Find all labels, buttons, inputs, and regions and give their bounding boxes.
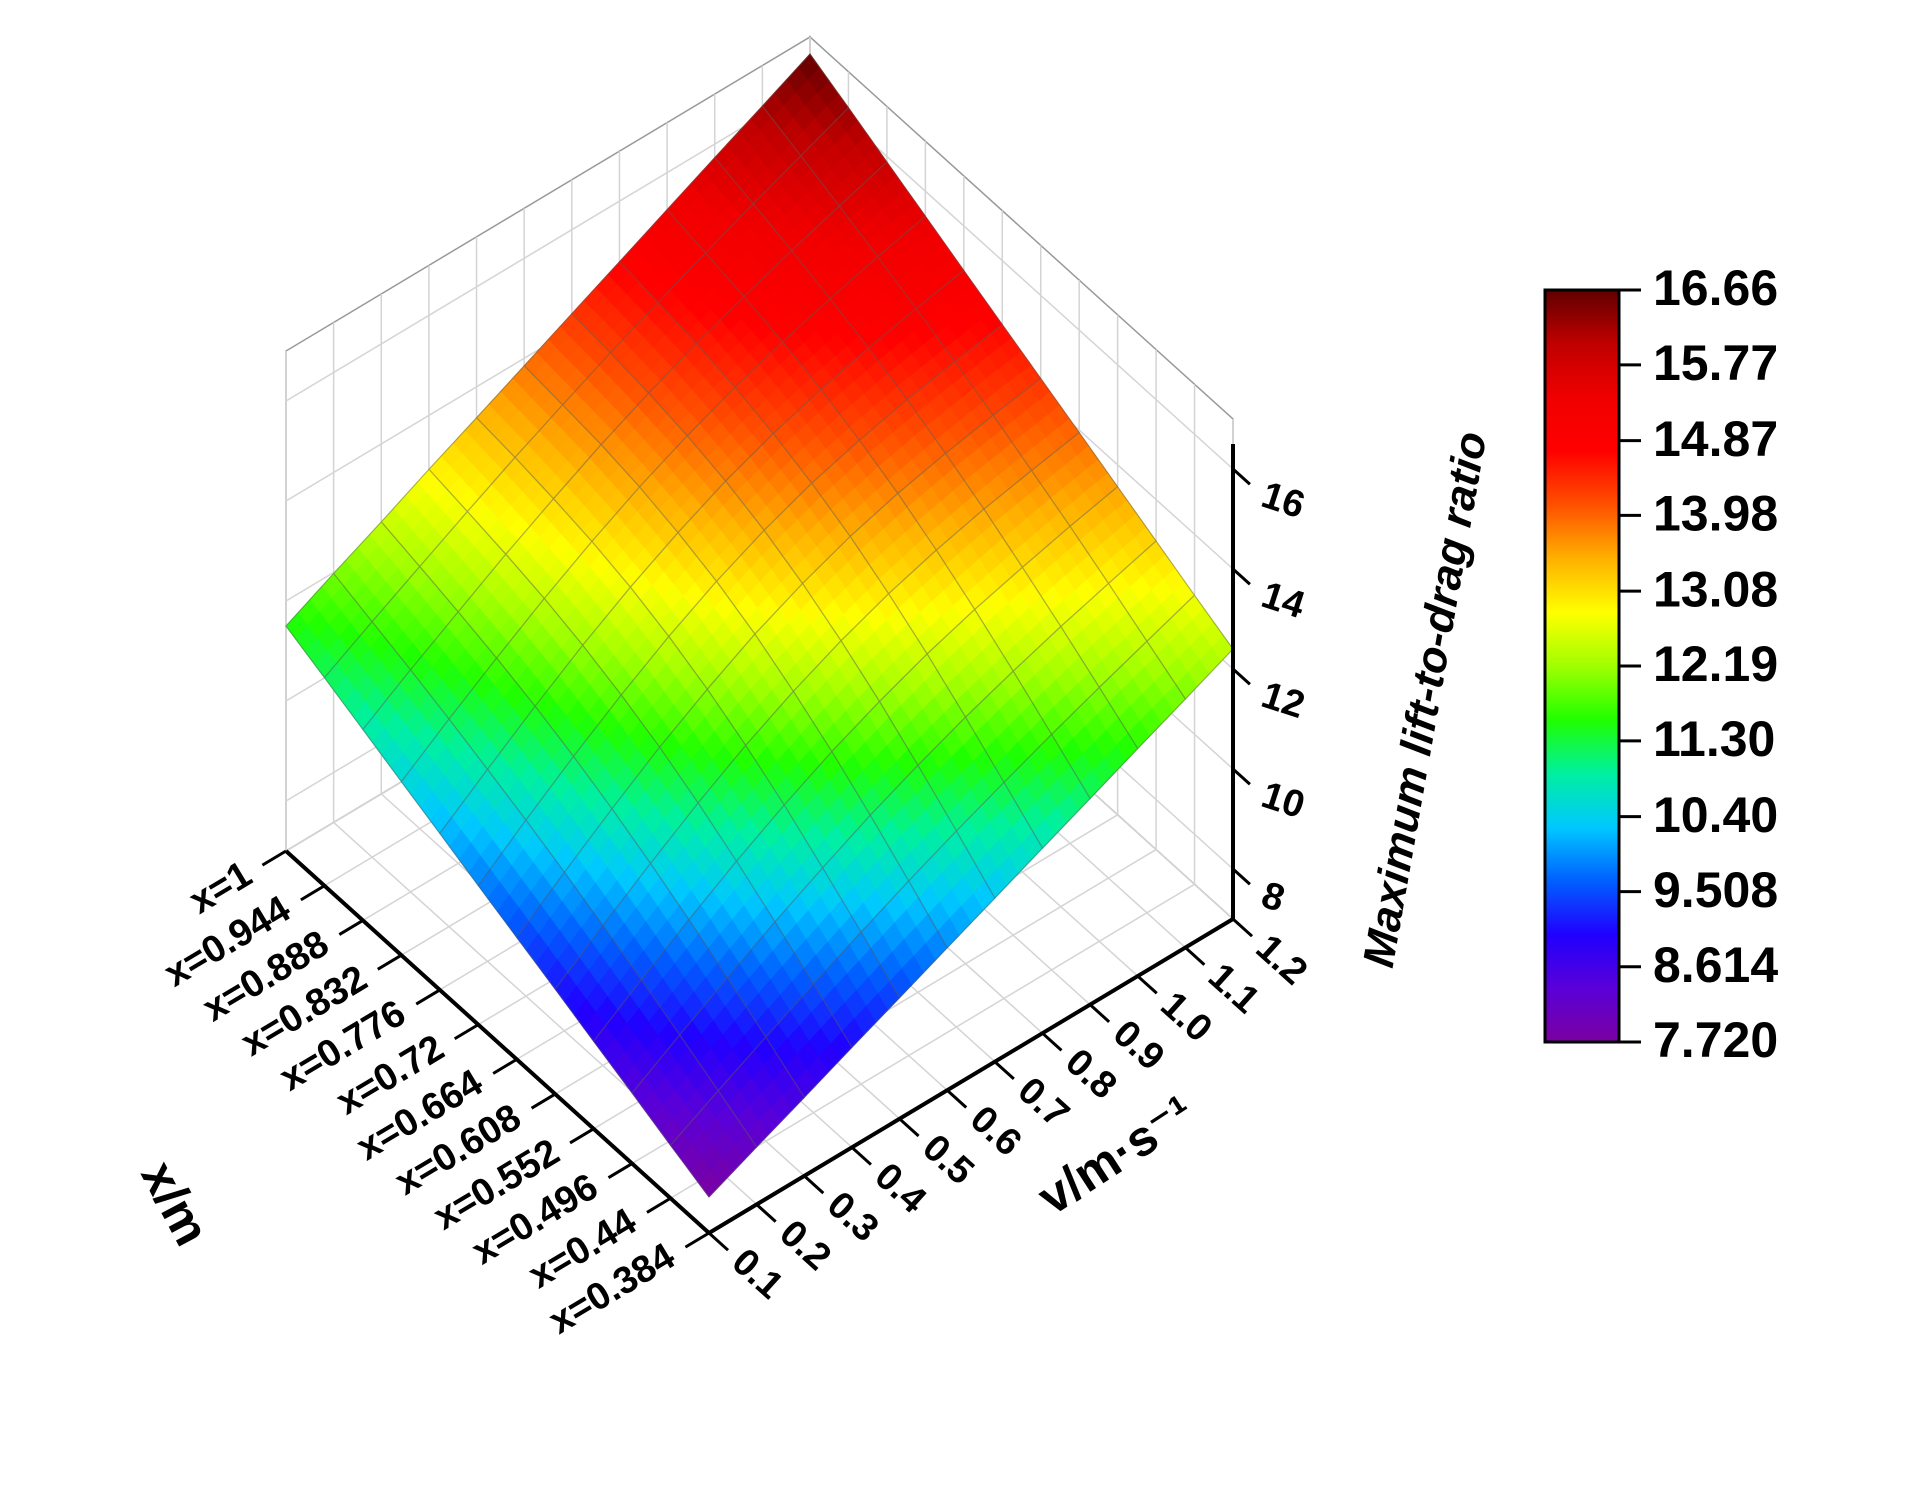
colorbar-tick-label: 13.98 [1653,486,1778,542]
z-tick [1231,767,1251,786]
x-tick [338,919,364,936]
grid-line [285,86,811,402]
x-tick [530,1092,556,1110]
x-tick [453,1023,480,1041]
x-axis-title: x/m [130,1152,220,1254]
y-tick [1041,1032,1063,1052]
z-tick-label: 10 [1256,774,1309,827]
colorbar [1543,288,1621,1044]
z-tick [1231,867,1251,886]
z-tick [1231,567,1251,586]
z-axis-title: Maximum lift-to-drag ratio [1354,428,1496,971]
z-tick-label: 12 [1256,674,1309,727]
colorbar-tick-label: 13.08 [1653,561,1778,617]
y-tick [1089,1003,1111,1023]
colorbar-tick-label: 9.508 [1653,862,1778,918]
surface-patch [698,1170,722,1198]
y-tick [755,1203,777,1223]
x-tick [646,1196,672,1214]
y-tick [707,1231,730,1252]
y-tick [946,1089,968,1109]
x-tick [492,1058,518,1075]
colorbar-tick-label: 16.66 [1653,260,1778,316]
y-tick [1184,946,1206,966]
x-tick [607,1162,633,1179]
x-tick [684,1231,710,1249]
colorbar-tick-label: 10.40 [1653,787,1778,843]
colorbar-tick-label: 12.19 [1653,636,1778,692]
x-tick [261,849,287,867]
z-tick-label: 14 [1256,574,1309,627]
x-tick [569,1127,595,1145]
z-tick [1231,667,1251,686]
y-tick [803,1174,825,1195]
colorbar-tick-label: 11.30 [1653,711,1775,767]
z-tick-label: 16 [1256,474,1309,527]
x-axis-line [284,849,711,1235]
colorbar-tick-label: 8.614 [1653,937,1778,993]
y-axis-line [707,917,1235,1235]
y-tick [1136,974,1158,995]
colorbar-tick-label: 7.720 [1653,1012,1778,1068]
colorbar-tick-label: 15.77 [1653,335,1778,391]
y-tick [898,1117,920,1138]
x-tick [377,953,403,971]
z-tick [1231,467,1251,486]
colorbar-tick-label: 14.87 [1653,411,1778,467]
x-tick [415,988,441,1006]
surface-cell [669,1089,758,1198]
y-tick [993,1060,1015,1081]
x-tick [300,884,326,902]
y-tick [1231,917,1254,938]
y-tick [850,1146,872,1166]
grid-line [809,86,1234,470]
z-tick-label: 8 [1256,874,1289,920]
